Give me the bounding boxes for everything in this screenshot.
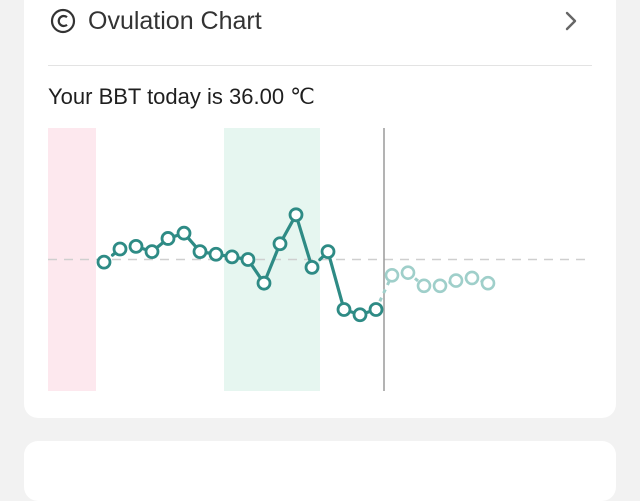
bbt-point xyxy=(352,307,368,323)
divider xyxy=(48,65,592,66)
bbt-point xyxy=(144,244,160,260)
forecast-point xyxy=(400,265,416,280)
bbt-point xyxy=(96,254,112,270)
forecast-segment xyxy=(374,274,394,311)
forecast-point xyxy=(432,278,448,294)
ovulation-chart-header[interactable]: Ovulation Chart xyxy=(24,0,616,44)
bbt-segment xyxy=(294,213,314,269)
bbt-point xyxy=(208,246,224,262)
bbt-chart[interactable] xyxy=(0,0,640,452)
forecast-point xyxy=(416,278,432,294)
bbt-today-text: Your BBT today is 36.00 ℃ xyxy=(48,84,315,109)
bbt-point xyxy=(160,231,176,246)
page-title: Ovulation Chart xyxy=(88,7,262,35)
bbt-point xyxy=(304,259,320,275)
bbt-point xyxy=(272,236,288,252)
chevron-right-icon[interactable] xyxy=(562,10,580,32)
bbt-point xyxy=(256,275,272,291)
bbt-point xyxy=(176,225,192,241)
forecast-point xyxy=(464,270,480,286)
bbt-point xyxy=(112,241,128,257)
forecast-point xyxy=(448,273,464,288)
bbt-segment xyxy=(326,250,346,312)
bbt-point xyxy=(336,302,352,317)
bbt-point xyxy=(224,249,240,265)
bbt-point xyxy=(192,244,208,260)
bbt-point xyxy=(288,207,304,223)
forecast-point xyxy=(480,275,496,291)
copyright-circle-icon xyxy=(50,8,76,34)
bbt-point xyxy=(240,252,256,267)
bbt-point xyxy=(368,302,384,317)
bbt-point xyxy=(128,238,144,254)
bbt-point xyxy=(320,244,336,260)
forecast-point xyxy=(384,267,400,283)
